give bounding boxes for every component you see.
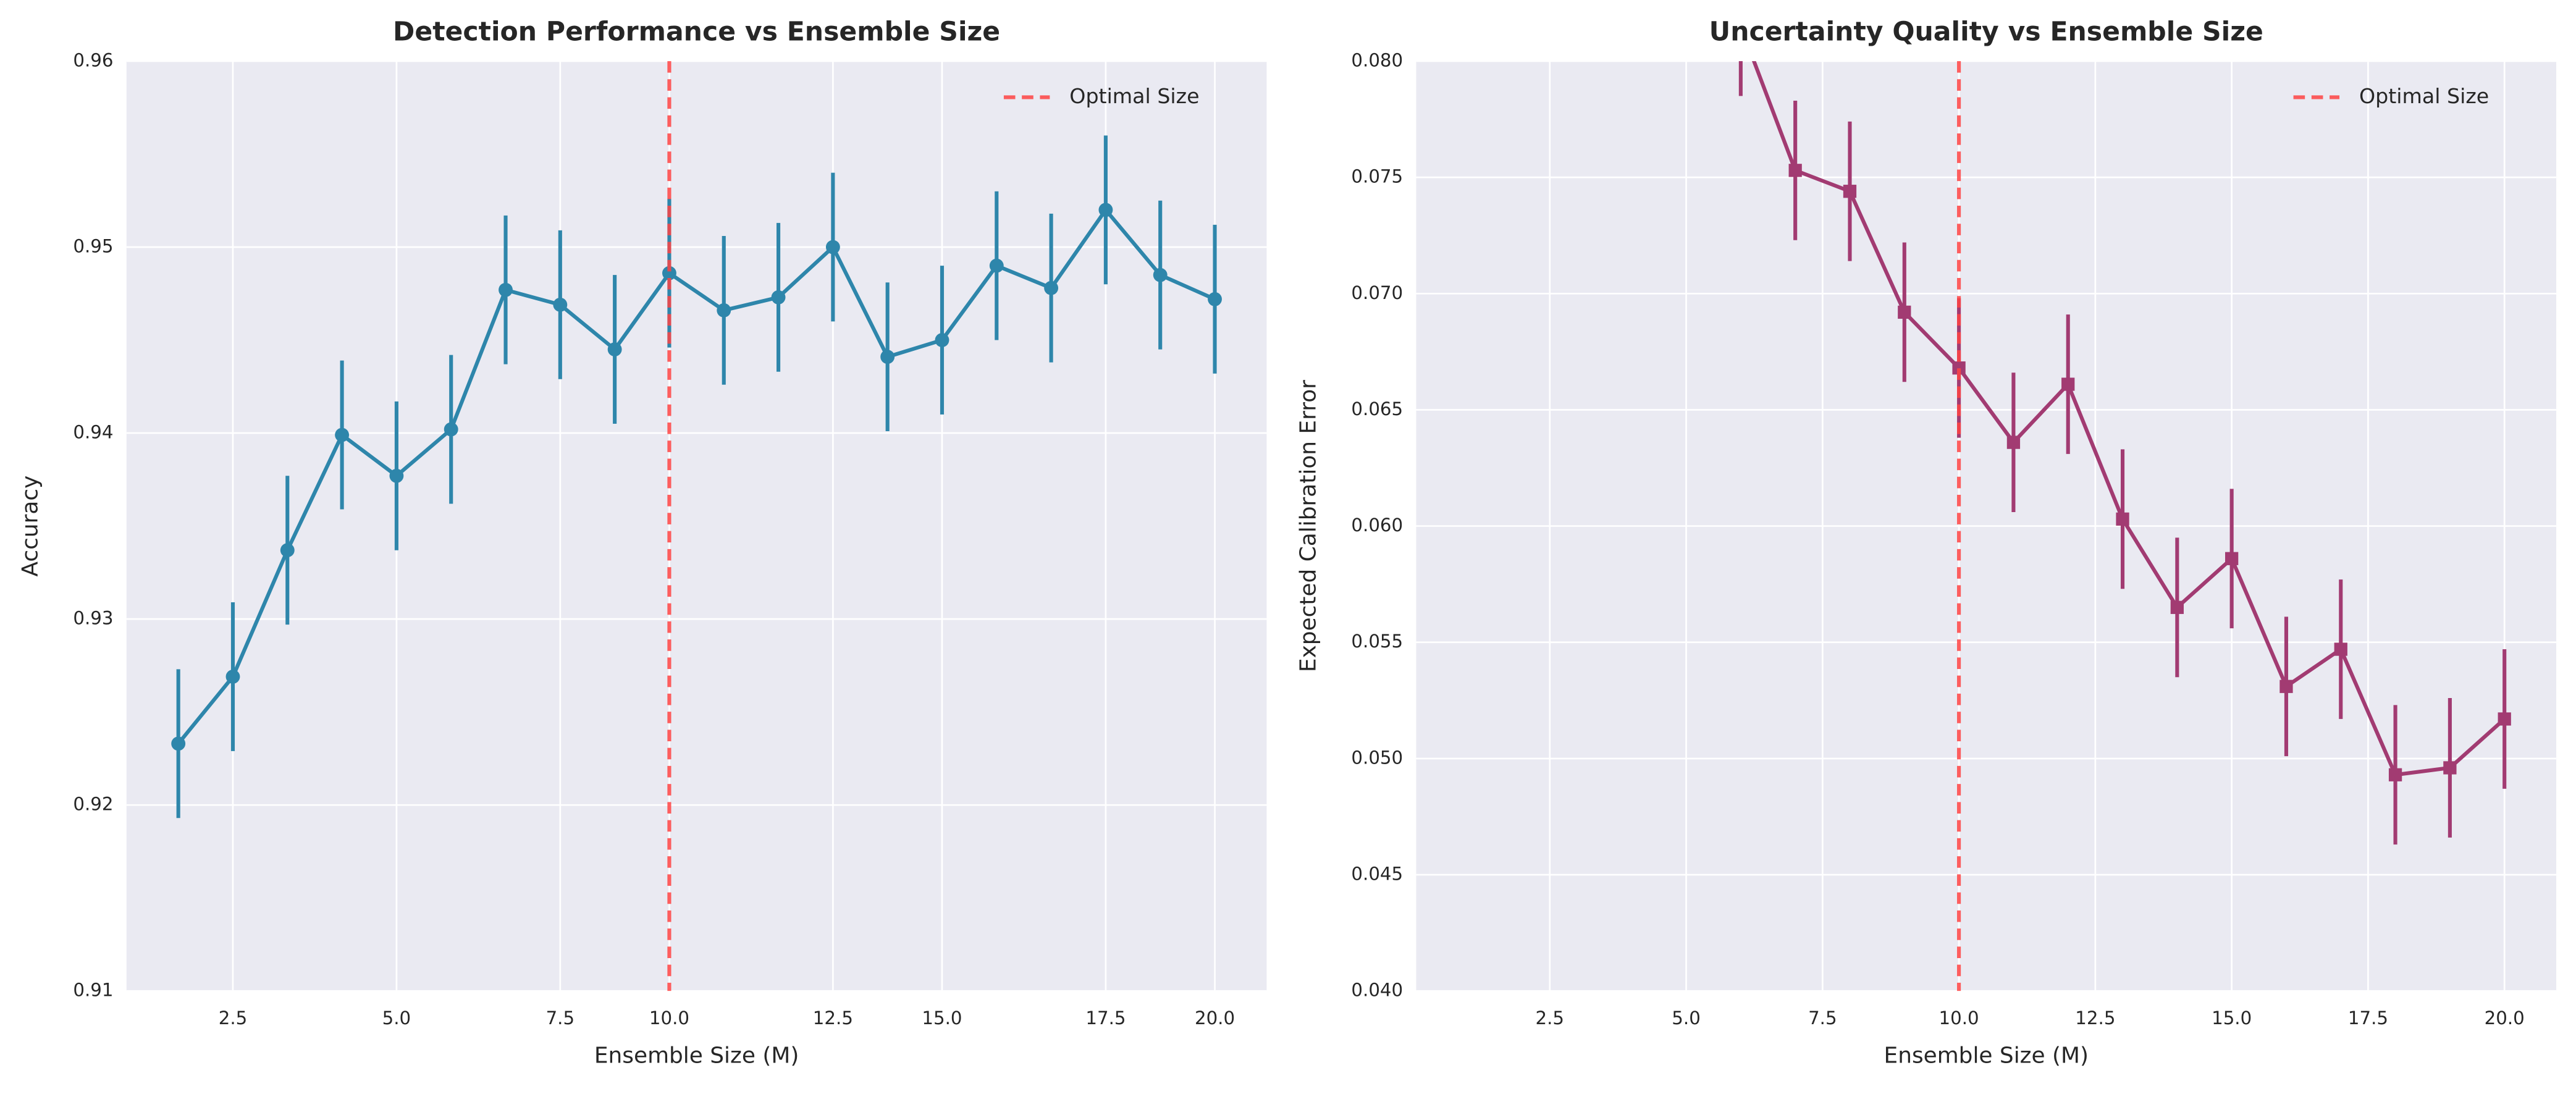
x-tick-label: 2.5	[219, 1008, 248, 1029]
data-line	[177, 206, 1216, 745]
x-tick-label: 5.0	[1672, 1008, 1701, 1029]
y-tick-label: 0.94	[73, 422, 113, 443]
marker	[989, 258, 1004, 273]
marker	[553, 297, 568, 312]
marker	[2225, 552, 2239, 565]
y-axis-label: Expected Calibration Error	[1296, 380, 1321, 672]
marker	[935, 333, 949, 347]
marker	[2279, 680, 2293, 693]
y-tick-label: 0.045	[1351, 864, 1403, 885]
x-tick-label: 10.0	[649, 1008, 689, 1029]
marker	[717, 303, 731, 318]
marker	[880, 350, 895, 364]
marker	[1898, 305, 1911, 319]
x-axis-label: Ensemble Size (M)	[594, 1043, 799, 1069]
y-axis-label: Accuracy	[18, 476, 43, 577]
y-tick-label: 0.95	[73, 236, 113, 257]
marker	[280, 543, 295, 558]
x-axis-label: Ensemble Size (M)	[1884, 1043, 2089, 1069]
x-tick-label: 15.0	[2212, 1008, 2252, 1029]
x-tick-label: 10.0	[1939, 1008, 1979, 1029]
marker	[825, 240, 840, 255]
marker	[1044, 280, 1059, 295]
marker	[2334, 642, 2347, 656]
marker	[2116, 512, 2129, 526]
y-tick-label: 0.040	[1351, 980, 1403, 1001]
plot-area	[1738, 61, 2511, 991]
marker	[389, 468, 404, 483]
y-tick-label: 0.075	[1351, 166, 1403, 187]
plot-area	[171, 61, 1222, 991]
marker	[225, 670, 240, 684]
marker	[771, 290, 786, 305]
marker	[499, 282, 513, 297]
marker	[2061, 377, 2075, 391]
marker	[662, 266, 676, 280]
x-tick-label: 2.5	[1536, 1008, 1565, 1029]
marker	[2498, 712, 2511, 726]
x-tick-label: 5.0	[382, 1008, 411, 1029]
x-tick-label: 20.0	[2485, 1008, 2525, 1029]
y-tick-label: 0.080	[1351, 49, 1403, 70]
y-tick-label: 0.065	[1351, 398, 1403, 419]
y-tick-label: 0.91	[73, 980, 113, 1001]
chart-title: Uncertainty Quality vs Ensemble Size	[1709, 17, 2263, 47]
x-tick-label: 17.5	[2348, 1008, 2388, 1029]
plot-background	[126, 61, 1267, 991]
marker	[1208, 292, 1222, 306]
marker	[335, 427, 350, 442]
chart-title: Detection Performance vs Ensemble Size	[393, 17, 1000, 47]
y-tick-label: 0.060	[1351, 515, 1403, 536]
x-tick-label: 15.0	[922, 1008, 962, 1029]
y-tick-label: 0.93	[73, 608, 113, 629]
marker	[1098, 203, 1113, 217]
marker	[607, 342, 622, 357]
y-tick-label: 0.050	[1351, 747, 1403, 768]
marker	[2388, 768, 2402, 781]
y-tick-label: 0.92	[73, 794, 113, 815]
x-tick-label: 7.5	[1808, 1008, 1837, 1029]
x-tick-label: 12.5	[813, 1008, 853, 1029]
x-tick-label: 12.5	[2075, 1008, 2115, 1029]
legend-label: Optimal Size	[1069, 84, 1199, 108]
marker	[2006, 435, 2021, 449]
marker	[2443, 761, 2457, 775]
marker	[171, 736, 186, 751]
marker	[1843, 185, 1857, 198]
legend-label: Optimal Size	[2359, 84, 2489, 108]
y-tick-label: 0.070	[1351, 282, 1403, 303]
marker	[2170, 600, 2184, 614]
marker	[1788, 164, 1802, 177]
y-tick-label: 0.96	[73, 49, 113, 70]
y-tick-label: 0.055	[1351, 631, 1403, 652]
marker	[1952, 361, 1966, 375]
marker	[1153, 267, 1168, 282]
x-tick-label: 20.0	[1195, 1008, 1235, 1029]
x-tick-label: 7.5	[546, 1008, 575, 1029]
x-tick-label: 17.5	[1085, 1008, 1126, 1029]
marker	[444, 422, 458, 437]
